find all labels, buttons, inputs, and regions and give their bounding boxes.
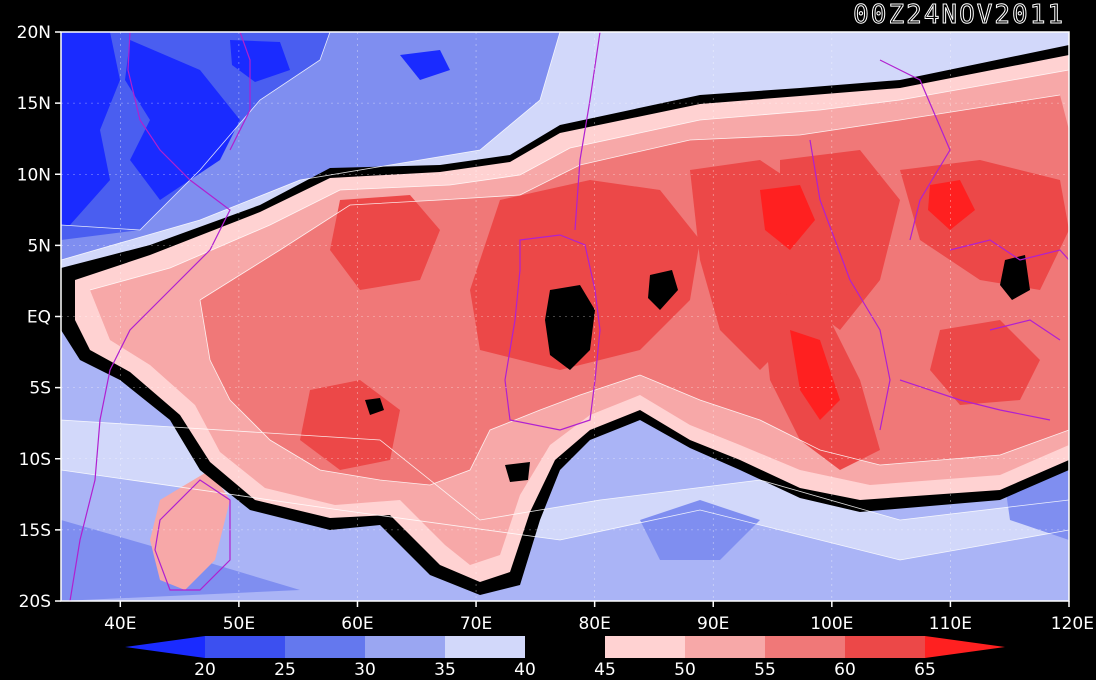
colorbar-swatch (205, 636, 285, 658)
coastlines (69, 32, 1069, 601)
black-blob-west (365, 398, 384, 415)
colorbar-label: 20 (194, 660, 216, 680)
lon-tick-label: 100E (810, 614, 853, 634)
black-blob-south (505, 462, 530, 482)
arabian-deep-blue (61, 32, 120, 225)
lat-tick-label: 10N (17, 165, 51, 185)
core-red-southeast (930, 320, 1040, 405)
north-deep-blue-blob-2 (400, 50, 450, 80)
colorbar-label: 55 (754, 660, 776, 680)
lat-tick-label: 15S (19, 521, 51, 541)
lat-tick-label: EQ (27, 308, 51, 328)
core-red-central (470, 180, 700, 370)
colorbar-swatch (765, 636, 845, 658)
colorbar-swatch (445, 636, 525, 658)
south-light-blue (61, 470, 1069, 601)
lon-tick-label: 40E (104, 614, 136, 634)
colorbar-swatch (285, 636, 365, 658)
lon-tick-label: 90E (697, 614, 729, 634)
colorbar-arrow-high (925, 636, 1005, 658)
colorbar-label: 30 (354, 660, 376, 680)
black-blob-east (648, 270, 678, 310)
colorbar-swatch (685, 636, 765, 658)
lat-tick-label: 15N (17, 94, 51, 114)
lon-tick-label: 70E (460, 614, 492, 634)
lon-tick-label: 60E (341, 614, 373, 634)
south-mid-blue-2 (640, 500, 760, 560)
deep-red-sumatra (790, 330, 840, 420)
colorbar-arrow-low (125, 636, 205, 658)
lat-tick-label: 10S (19, 450, 51, 470)
north-deep-blue-blob (230, 40, 290, 82)
madagascar-region (150, 470, 230, 590)
contour-lines (61, 32, 1069, 561)
colorbar-label: 65 (914, 660, 936, 680)
lon-tick-label: 80E (578, 614, 610, 634)
core-red-east (780, 150, 900, 330)
colorbar-label: 35 (434, 660, 456, 680)
colorbar-label: 45 (594, 660, 616, 680)
deep-red-bay (760, 185, 815, 250)
colorbar: 20 25 30 35 40 45 50 55 60 65 (125, 636, 1005, 680)
black-blob-borneo (1000, 255, 1030, 300)
deep-red-east (928, 180, 975, 230)
lat-tick-label: 5N (27, 236, 51, 256)
longitude-axis: 40E 50E 60E 70E 80E 90E 100E 110E 120E (104, 601, 1094, 634)
lon-tick-label: 50E (223, 614, 255, 634)
map-plot (61, 32, 1069, 601)
colorbar-swatch (845, 636, 925, 658)
latitude-axis: 20N 15N 10N 5N EQ 5S 10S 15S 20S (17, 23, 61, 612)
colorbar-swatch (525, 636, 605, 658)
red-sea-deep-blue (125, 40, 240, 200)
lon-tick-label: 110E (929, 614, 972, 634)
lat-tick-label: 5S (29, 379, 51, 399)
colorbar-label: 60 (834, 660, 856, 680)
title: 00Z24NOV2011 (853, 0, 1065, 30)
colorbar-label: 25 (274, 660, 296, 680)
lat-tick-label: 20N (17, 23, 51, 43)
grid-lines (61, 32, 1069, 601)
colorbar-swatch (605, 636, 685, 658)
black-blob-sri-lanka (545, 285, 595, 370)
colorbar-label: 40 (514, 660, 536, 680)
lon-tick-label: 120E (1051, 614, 1094, 634)
colorbar-label: 50 (674, 660, 696, 680)
lat-tick-label: 20S (19, 592, 51, 612)
colorbar-swatch (365, 636, 445, 658)
